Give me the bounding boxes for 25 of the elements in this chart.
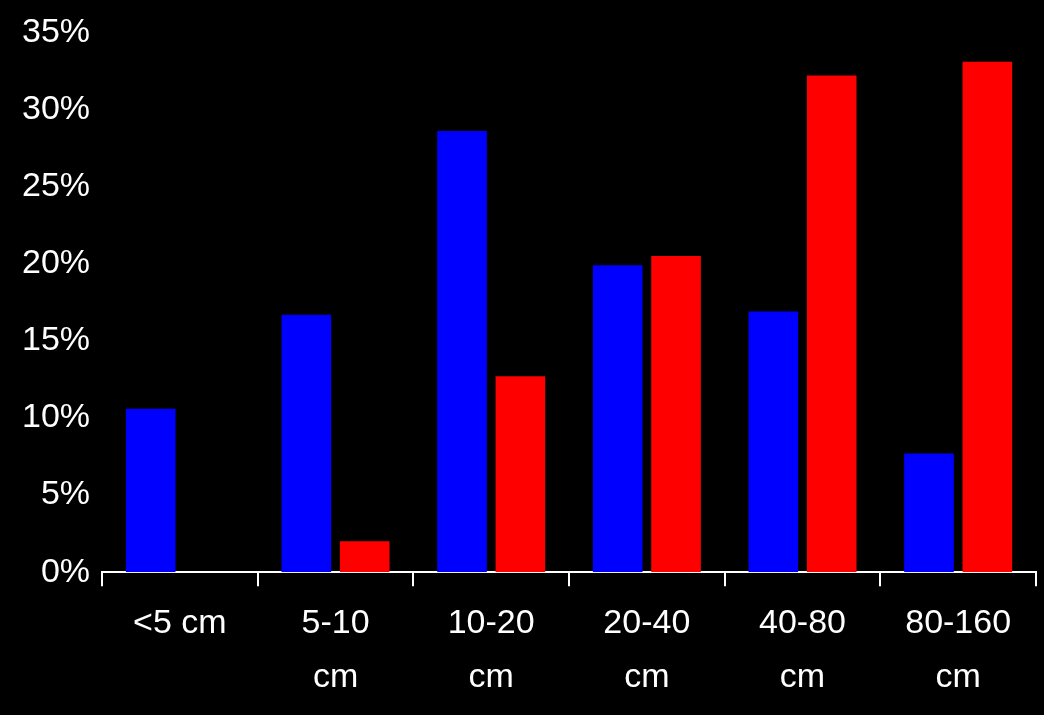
x-tick-label: 10-20 cm [447,601,535,695]
y-tick-label: 35% [21,10,91,49]
bar [806,75,857,573]
x-tick-label: 40-80 cm [759,601,846,695]
y-tick-label: 30% [21,87,91,126]
y-tick-label: 25% [21,165,91,203]
y-tick-label: 15% [21,319,91,358]
bar [904,453,954,573]
y-tick-label: 0% [40,550,91,589]
bar [281,314,332,573]
bar [339,541,390,573]
x-tick-label: 5-10 cm [301,601,370,695]
y-tick-label: 5% [40,473,91,512]
y-tick-label: 10% [21,396,91,435]
bar [651,256,701,573]
bar [495,376,546,573]
x-tick-label: 80-160 cm [905,601,1012,695]
bar [125,408,176,573]
x-tick-label: <5 cm [133,601,227,640]
bar [437,131,487,573]
bar [592,265,643,573]
bar [962,61,1013,573]
x-tick-label: 20-40 cm [603,601,691,695]
y-tick-label: 20% [21,242,91,281]
bar [748,311,799,573]
